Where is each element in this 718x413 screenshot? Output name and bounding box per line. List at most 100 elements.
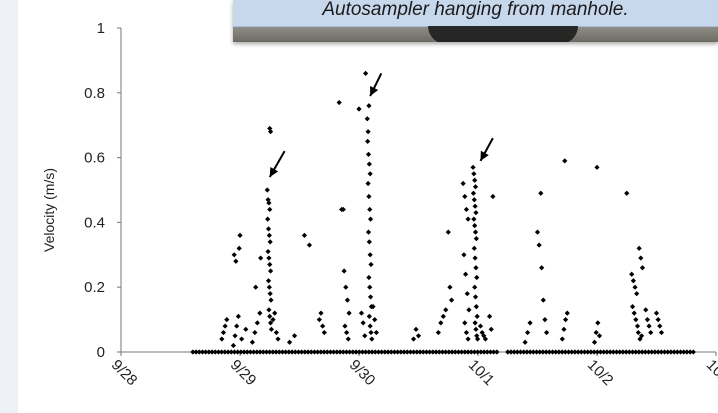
data-point xyxy=(538,190,544,196)
data-point xyxy=(624,190,630,196)
baseline-point xyxy=(508,349,514,355)
baseline-point xyxy=(289,349,295,355)
baseline-point xyxy=(658,349,664,355)
data-point xyxy=(591,339,598,345)
baseline-point xyxy=(433,349,439,355)
data-point xyxy=(273,329,279,336)
baseline-point xyxy=(398,349,404,355)
data-point xyxy=(464,291,470,297)
baseline-point xyxy=(247,349,254,355)
baseline-point xyxy=(533,349,540,355)
x-tick-label: 10/3 xyxy=(703,356,718,389)
y-axis-title: Velocity (m/s) xyxy=(41,168,57,252)
baseline-point xyxy=(572,349,578,355)
baseline-point xyxy=(645,349,652,355)
data-point xyxy=(270,317,276,323)
data-point xyxy=(596,333,603,339)
data-point xyxy=(267,261,273,268)
baseline-point xyxy=(225,349,231,355)
data-point xyxy=(474,274,480,281)
data-point xyxy=(367,252,373,258)
data-point xyxy=(366,103,372,109)
baseline-point xyxy=(215,349,222,355)
y-tick-label: 0 xyxy=(97,344,105,361)
data-point xyxy=(473,326,479,332)
data-point xyxy=(638,255,644,261)
baseline-point xyxy=(385,349,391,355)
data-point xyxy=(366,274,372,281)
data-point xyxy=(342,323,348,329)
data-point xyxy=(362,333,368,339)
annotation-arrow xyxy=(369,72,383,97)
data-point xyxy=(472,294,479,300)
baseline-point xyxy=(597,349,604,355)
data-point xyxy=(267,206,273,213)
baseline-point xyxy=(276,349,282,355)
baseline-point xyxy=(484,349,490,355)
data-point xyxy=(364,116,370,122)
baseline-point xyxy=(494,349,500,355)
data-point xyxy=(648,329,654,336)
data-point xyxy=(219,336,225,342)
baseline-point xyxy=(379,349,385,355)
data-point xyxy=(268,326,275,332)
baseline-point xyxy=(308,349,314,355)
baseline-point xyxy=(475,349,481,355)
data-point xyxy=(474,333,480,339)
baseline-point xyxy=(375,349,382,355)
annotation-arrow xyxy=(479,137,494,162)
baseline-point xyxy=(620,349,626,355)
baseline-point xyxy=(427,349,433,355)
baseline-point xyxy=(459,349,465,355)
data-point xyxy=(473,265,479,271)
baseline-point xyxy=(414,349,420,355)
data-point xyxy=(561,326,567,332)
baseline-point xyxy=(212,349,218,355)
data-point xyxy=(435,329,441,336)
baseline-point xyxy=(295,349,302,355)
data-point xyxy=(336,99,342,106)
data-point xyxy=(470,190,477,196)
data-point xyxy=(477,323,484,329)
baseline-point xyxy=(311,349,318,355)
baseline-point xyxy=(244,349,250,355)
data-point xyxy=(643,307,649,313)
baseline-point xyxy=(321,349,327,355)
data-point xyxy=(564,310,570,316)
data-point xyxy=(471,171,477,177)
baseline-point xyxy=(674,349,680,355)
data-point xyxy=(462,193,468,200)
baseline-point xyxy=(292,349,298,355)
data-point xyxy=(266,284,272,290)
baseline-point xyxy=(540,349,546,355)
data-point xyxy=(367,171,373,177)
data-point xyxy=(264,187,270,193)
data-point xyxy=(471,216,477,222)
baseline-point xyxy=(286,349,292,355)
data-point xyxy=(470,164,476,170)
data-point xyxy=(360,320,366,326)
baseline-point xyxy=(687,349,693,355)
baseline-point xyxy=(241,349,247,355)
photo-caption: Autosampler hanging from manhole. xyxy=(322,0,629,20)
data-point xyxy=(593,329,599,336)
data-point xyxy=(631,310,637,316)
autosampler-photo: Autosampler hanging from manhole. xyxy=(233,0,718,42)
baseline-point xyxy=(318,349,324,355)
data-point xyxy=(344,329,350,336)
y-tick-label: 0.6 xyxy=(84,150,105,167)
data-point xyxy=(267,320,274,326)
baseline-point xyxy=(527,349,533,355)
data-point xyxy=(474,336,481,342)
data-point xyxy=(341,268,347,274)
data-point xyxy=(634,323,641,329)
data-point xyxy=(472,229,479,235)
chart-annotation-arrows xyxy=(268,72,494,178)
baseline-point xyxy=(203,349,209,355)
data-point xyxy=(448,297,455,303)
x-tick-label: 10/2 xyxy=(584,356,617,389)
baseline-point xyxy=(423,349,430,355)
data-point xyxy=(232,333,238,339)
data-point xyxy=(265,216,271,222)
data-point xyxy=(646,323,652,329)
